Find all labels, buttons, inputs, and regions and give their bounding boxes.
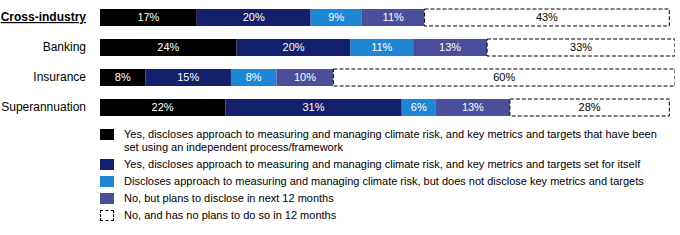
svg-text:22%: 22% <box>152 101 174 113</box>
svg-text:10%: 10% <box>294 71 316 83</box>
svg-text:20%: 20% <box>243 11 265 23</box>
svg-text:24%: 24% <box>157 41 179 53</box>
svg-text:13%: 13% <box>439 41 461 53</box>
svg-text:28%: 28% <box>579 101 601 113</box>
svg-text:60%: 60% <box>493 71 515 83</box>
svg-text:43%: 43% <box>536 11 558 23</box>
svg-text:8%: 8% <box>115 71 131 83</box>
svg-text:17%: 17% <box>137 11 159 23</box>
svg-text:Cross-industry: Cross-industry <box>8 10 86 24</box>
svg-text:9%: 9% <box>328 11 344 23</box>
svg-text:15%: 15% <box>177 71 199 83</box>
html-text:Yes, discloses approach to mea: Yes, discloses approach to measuring and… <box>124 158 641 170</box>
svg-text:31%: 31% <box>302 101 324 113</box>
svg-text:Banking: Banking <box>43 40 86 54</box>
html-text:No, and has no plans to do so: No, and has no plans to do so in 12 mont… <box>124 209 337 221</box>
svg-text:11%: 11% <box>383 11 404 23</box>
svg-text:Insurance: Insurance <box>33 70 86 84</box>
svg-text:6%: 6% <box>411 101 427 113</box>
html-text:No, but plans to disclose in n: No, but plans to disclose in next 12 mon… <box>124 192 334 204</box>
svg-text:20%: 20% <box>283 41 305 53</box>
html-text:Yes, discloses approach to mea: Yes, discloses approach to measuring and… <box>124 128 657 153</box>
svg-text:33%: 33% <box>570 41 592 53</box>
svg-text:8%: 8% <box>246 71 262 83</box>
svg-text:13%: 13% <box>462 101 484 113</box>
svg-text:11%: 11% <box>371 41 392 53</box>
svg-text:Superannuation: Superannuation <box>8 100 86 114</box>
html-text:Discloses approach to measurin: Discloses approach to measuring and mana… <box>124 175 644 187</box>
